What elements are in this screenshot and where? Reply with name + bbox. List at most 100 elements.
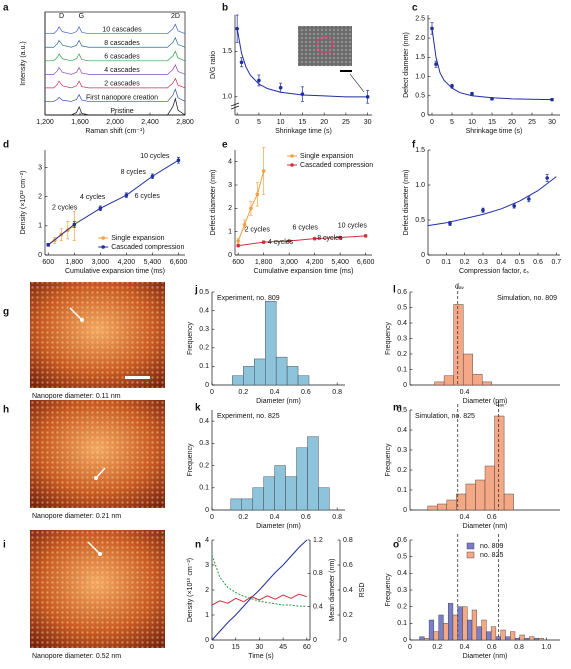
y-axis-label: Frequency (187, 321, 194, 355)
bar (510, 631, 516, 641)
bar (438, 614, 444, 641)
marker (249, 206, 253, 211)
marker (527, 197, 531, 201)
panel-letter: b (222, 3, 228, 14)
y-axis-label: Defect diameter (nm) (210, 170, 217, 236)
inset-pointer (349, 73, 365, 93)
x-tick-label: 0.6 (533, 259, 543, 266)
x-tick-label: 1,200 (36, 119, 54, 126)
x-axis-label: Cumulative expansion time (ms) (254, 268, 354, 275)
x-tick-label: 1,800 (255, 259, 273, 266)
y-tick-label: 0 (421, 252, 425, 259)
y-axis-label: Frequency (385, 573, 392, 607)
panel-letter: e (222, 140, 228, 151)
series-line (45, 23, 186, 35)
y-tick-label: 2 (205, 587, 209, 594)
x-tick-label: 2,400 (141, 119, 159, 126)
series-line (45, 36, 186, 48)
y3-tick-label: 0.2 (343, 612, 353, 619)
x-tick-label: 60 (303, 644, 311, 651)
y-tick-label: 1.0 (222, 94, 232, 101)
bar (433, 631, 439, 641)
annotation: 10 cycles (140, 153, 170, 160)
annotation: 2 cycles (52, 205, 78, 212)
annotation: G (79, 13, 84, 20)
y-tick-label: 0.4 (199, 307, 209, 314)
y-tick-label: 0.2 (199, 345, 209, 352)
marker (236, 239, 240, 243)
marker (312, 236, 317, 241)
y-axis-label: Defect diameter (nm) (403, 170, 410, 236)
y-tick-label: 2 (228, 205, 232, 212)
y-tick-label: 4 (228, 159, 232, 166)
x-tick-label: 0.6 (301, 514, 311, 521)
x-tick-label: 0.1 (441, 259, 451, 266)
x-tick-label: 5,400 (331, 259, 349, 266)
scale-bar (125, 376, 150, 379)
bar (265, 301, 277, 386)
bar (465, 483, 476, 511)
annotation: 8 cycles (121, 169, 147, 176)
x-tick-label: 0 (210, 514, 214, 521)
x-tick-label: 3,000 (280, 259, 298, 266)
x-tick-label: 6,600 (357, 259, 375, 266)
series-line (236, 28, 368, 98)
x-tick-label: 30 (364, 119, 372, 126)
x-axis-label: Shrinkage time (s) (275, 128, 332, 135)
bar (472, 373, 483, 386)
bar (486, 631, 492, 641)
legend-label: Single expansion (300, 153, 353, 160)
x-tick-label: 0.8 (332, 514, 342, 521)
y2-tick-label: 1.2 (313, 537, 323, 544)
bar (434, 381, 445, 386)
x-tick-label: 0.4 (460, 389, 470, 396)
y-tick-label: 0 (205, 637, 209, 644)
bar (538, 638, 544, 641)
bar (241, 498, 253, 511)
y-tick-label: 0 (403, 382, 407, 389)
y-tick-label: 0.5 (415, 93, 425, 100)
panel-letter: i (3, 540, 6, 551)
marker (287, 239, 291, 243)
marker (363, 234, 368, 238)
y-tick-label: 1.5 (415, 54, 425, 61)
bar (476, 626, 482, 641)
series-line (47, 159, 179, 246)
series-line (45, 50, 186, 62)
x-tick-label: 6,600 (170, 259, 188, 266)
series-line (238, 235, 366, 247)
y-tick-label: 0.2 (199, 462, 209, 469)
x-tick-label: 600 (42, 259, 54, 266)
y-tick-label: 0.4 (397, 570, 407, 577)
y-tick-label: 1.0 (415, 73, 425, 80)
x-tick-label: 5,400 (144, 259, 162, 266)
bar (524, 638, 530, 641)
y-axis-label: Frequency (385, 443, 392, 477)
x-axis-label: Diameter (nm) (463, 523, 508, 530)
x-tick-label: 0 (408, 644, 412, 651)
y2-tick-label: 0.4 (313, 604, 323, 611)
marker (242, 222, 247, 227)
y-tick-label: 0.1 (397, 620, 407, 627)
x-tick-label: 0 (210, 389, 214, 396)
y-tick-label: 4 (205, 537, 209, 544)
x-axis-label: Diameter (nm) (463, 653, 508, 660)
x-axis-label: Shrinkage time (s) (466, 128, 523, 135)
annotation: D (59, 13, 64, 20)
bar (254, 358, 266, 386)
arrow-head (98, 552, 102, 556)
y-tick-label: 1.0 (415, 182, 425, 189)
y-tick-label: 0 (403, 637, 407, 644)
y-tick-label: 2.0 (415, 35, 425, 42)
y-tick-label: 0.3 (199, 326, 209, 333)
x-tick-label: 4,200 (118, 259, 136, 266)
x-tick-label: 25 (528, 119, 536, 126)
bar (533, 638, 540, 641)
marker (257, 78, 261, 83)
y-axis-label: Density (×10¹⁰ cm⁻²) (186, 558, 194, 622)
y-tick-label: 0.1 (199, 363, 209, 370)
panel-letter: n (195, 540, 201, 551)
series-label: First nanopore creation (86, 94, 158, 101)
marker (278, 85, 283, 90)
legend-label: no. 825 (480, 552, 503, 559)
